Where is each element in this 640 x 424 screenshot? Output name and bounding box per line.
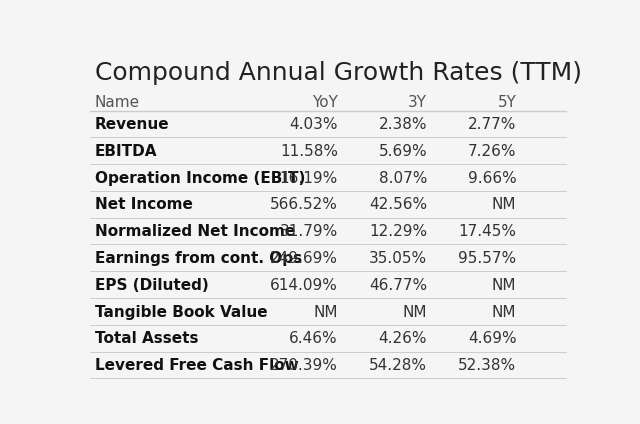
Text: YoY: YoY bbox=[312, 95, 338, 110]
Text: NM: NM bbox=[492, 198, 516, 212]
Text: EPS (Diluted): EPS (Diluted) bbox=[95, 278, 209, 293]
Text: Name: Name bbox=[95, 95, 140, 110]
Text: NM: NM bbox=[492, 278, 516, 293]
Text: 12.29%: 12.29% bbox=[369, 224, 428, 239]
Text: Levered Free Cash Flow: Levered Free Cash Flow bbox=[95, 358, 299, 373]
Text: Tangible Book Value: Tangible Book Value bbox=[95, 304, 268, 320]
Text: 2.77%: 2.77% bbox=[468, 117, 516, 132]
Text: 3Y: 3Y bbox=[408, 95, 428, 110]
Text: 566.52%: 566.52% bbox=[270, 198, 338, 212]
Text: EBITDA: EBITDA bbox=[95, 144, 157, 159]
Text: 52.38%: 52.38% bbox=[458, 358, 516, 373]
Text: NM: NM bbox=[314, 304, 338, 320]
Text: 9.66%: 9.66% bbox=[468, 171, 516, 186]
Text: 35.05%: 35.05% bbox=[369, 251, 428, 266]
Text: 7.26%: 7.26% bbox=[468, 144, 516, 159]
Text: Net Income: Net Income bbox=[95, 198, 193, 212]
Text: 4.69%: 4.69% bbox=[468, 331, 516, 346]
Text: 6.46%: 6.46% bbox=[289, 331, 338, 346]
Text: 5Y: 5Y bbox=[498, 95, 516, 110]
Text: 4.26%: 4.26% bbox=[379, 331, 428, 346]
Text: Normalized Net Income: Normalized Net Income bbox=[95, 224, 295, 239]
Text: 5.69%: 5.69% bbox=[379, 144, 428, 159]
Text: 42.56%: 42.56% bbox=[369, 198, 428, 212]
Text: 8.07%: 8.07% bbox=[379, 171, 428, 186]
Text: 270.39%: 270.39% bbox=[270, 358, 338, 373]
Text: 11.58%: 11.58% bbox=[280, 144, 338, 159]
Text: 2.38%: 2.38% bbox=[379, 117, 428, 132]
Text: 249.69%: 249.69% bbox=[270, 251, 338, 266]
Text: 54.28%: 54.28% bbox=[369, 358, 428, 373]
Text: 95.57%: 95.57% bbox=[458, 251, 516, 266]
Text: 4.03%: 4.03% bbox=[289, 117, 338, 132]
Text: Compound Annual Growth Rates (TTM): Compound Annual Growth Rates (TTM) bbox=[95, 61, 582, 85]
Text: Total Assets: Total Assets bbox=[95, 331, 198, 346]
Text: NM: NM bbox=[492, 304, 516, 320]
Text: 17.45%: 17.45% bbox=[458, 224, 516, 239]
Text: 16.19%: 16.19% bbox=[280, 171, 338, 186]
Text: 31.79%: 31.79% bbox=[280, 224, 338, 239]
Text: 614.09%: 614.09% bbox=[270, 278, 338, 293]
Text: Earnings from cont. Ops: Earnings from cont. Ops bbox=[95, 251, 302, 266]
Text: 46.77%: 46.77% bbox=[369, 278, 428, 293]
Text: NM: NM bbox=[403, 304, 428, 320]
Text: Revenue: Revenue bbox=[95, 117, 170, 132]
Text: Operation Income (EBIT): Operation Income (EBIT) bbox=[95, 171, 305, 186]
